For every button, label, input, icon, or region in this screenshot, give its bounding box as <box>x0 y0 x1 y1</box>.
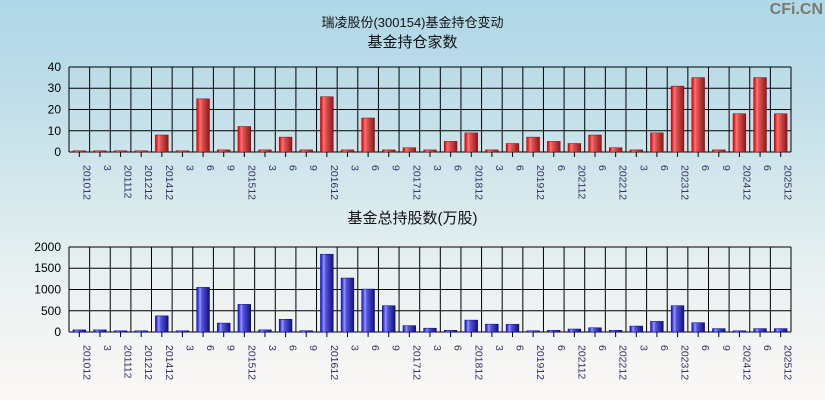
svg-text:202512: 202512 <box>782 165 794 200</box>
svg-text:30: 30 <box>48 81 62 95</box>
svg-text:6: 6 <box>596 165 608 171</box>
svg-text:6: 6 <box>287 345 299 351</box>
svg-text:201612: 201612 <box>328 165 340 200</box>
svg-text:201012: 201012 <box>80 345 92 380</box>
svg-text:3: 3 <box>348 165 360 171</box>
svg-text:202312: 202312 <box>679 345 691 380</box>
svg-text:202112: 202112 <box>575 165 587 199</box>
svg-text:201212: 201212 <box>142 165 154 200</box>
svg-text:6: 6 <box>761 165 773 171</box>
svg-text:201212: 201212 <box>142 345 154 380</box>
svg-text:6: 6 <box>699 345 711 351</box>
svg-text:202412: 202412 <box>740 165 752 200</box>
svg-text:500: 500 <box>41 304 61 318</box>
svg-text:3: 3 <box>183 165 195 171</box>
svg-text:6: 6 <box>369 165 381 171</box>
svg-text:202112: 202112 <box>575 345 587 379</box>
svg-text:3: 3 <box>183 345 195 351</box>
svg-text:201912: 201912 <box>534 345 546 380</box>
svg-text:6: 6 <box>555 345 567 351</box>
svg-text:202412: 202412 <box>740 345 752 380</box>
svg-text:2000: 2000 <box>34 240 61 254</box>
svg-text:9: 9 <box>720 345 732 351</box>
svg-text:3: 3 <box>493 165 505 171</box>
svg-text:0: 0 <box>54 325 61 339</box>
svg-text:202212: 202212 <box>617 165 629 200</box>
svg-text:201712: 201712 <box>410 345 422 380</box>
svg-text:20: 20 <box>48 103 62 117</box>
svg-text:3: 3 <box>637 165 649 171</box>
svg-text:3: 3 <box>266 165 278 171</box>
svg-text:0: 0 <box>54 145 61 159</box>
svg-text:6: 6 <box>369 345 381 351</box>
svg-text:6: 6 <box>204 165 216 171</box>
svg-text:201112: 201112 <box>122 165 134 199</box>
svg-text:3: 3 <box>431 165 443 171</box>
svg-text:9: 9 <box>225 165 237 171</box>
svg-text:6: 6 <box>761 345 773 351</box>
svg-text:3: 3 <box>101 165 113 171</box>
svg-text:3: 3 <box>637 345 649 351</box>
svg-text:202312: 202312 <box>679 165 691 200</box>
svg-text:6: 6 <box>699 165 711 171</box>
svg-text:9: 9 <box>390 165 402 171</box>
svg-text:9: 9 <box>307 165 319 171</box>
svg-text:201512: 201512 <box>245 165 257 200</box>
svg-text:1500: 1500 <box>34 261 61 275</box>
svg-text:9: 9 <box>225 345 237 351</box>
svg-text:6: 6 <box>596 345 608 351</box>
svg-text:1000: 1000 <box>34 283 61 297</box>
svg-text:3: 3 <box>101 345 113 351</box>
svg-text:3: 3 <box>431 345 443 351</box>
svg-text:9: 9 <box>307 345 319 351</box>
svg-text:201812: 201812 <box>472 165 484 200</box>
svg-text:3: 3 <box>348 345 360 351</box>
svg-text:6: 6 <box>452 165 464 171</box>
svg-text:6: 6 <box>514 165 526 171</box>
svg-text:201412: 201412 <box>163 165 175 200</box>
svg-text:6: 6 <box>204 345 216 351</box>
svg-text:202212: 202212 <box>617 345 629 380</box>
svg-text:201712: 201712 <box>410 165 422 200</box>
svg-text:10: 10 <box>48 124 62 138</box>
svg-text:201112: 201112 <box>122 345 134 379</box>
svg-text:201812: 201812 <box>472 345 484 380</box>
svg-text:6: 6 <box>658 165 670 171</box>
svg-text:201612: 201612 <box>328 345 340 380</box>
svg-text:201912: 201912 <box>534 165 546 200</box>
svg-text:6: 6 <box>287 165 299 171</box>
svg-text:6: 6 <box>452 345 464 351</box>
svg-text:201012: 201012 <box>80 165 92 200</box>
svg-text:201412: 201412 <box>163 345 175 380</box>
svg-text:201512: 201512 <box>245 345 257 380</box>
svg-text:6: 6 <box>514 345 526 351</box>
svg-text:3: 3 <box>493 345 505 351</box>
svg-text:6: 6 <box>658 345 670 351</box>
svg-text:202512: 202512 <box>782 345 794 380</box>
svg-text:40: 40 <box>48 60 62 74</box>
svg-text:9: 9 <box>390 345 402 351</box>
svg-text:6: 6 <box>555 165 567 171</box>
svg-text:3: 3 <box>266 345 278 351</box>
svg-text:9: 9 <box>720 165 732 171</box>
